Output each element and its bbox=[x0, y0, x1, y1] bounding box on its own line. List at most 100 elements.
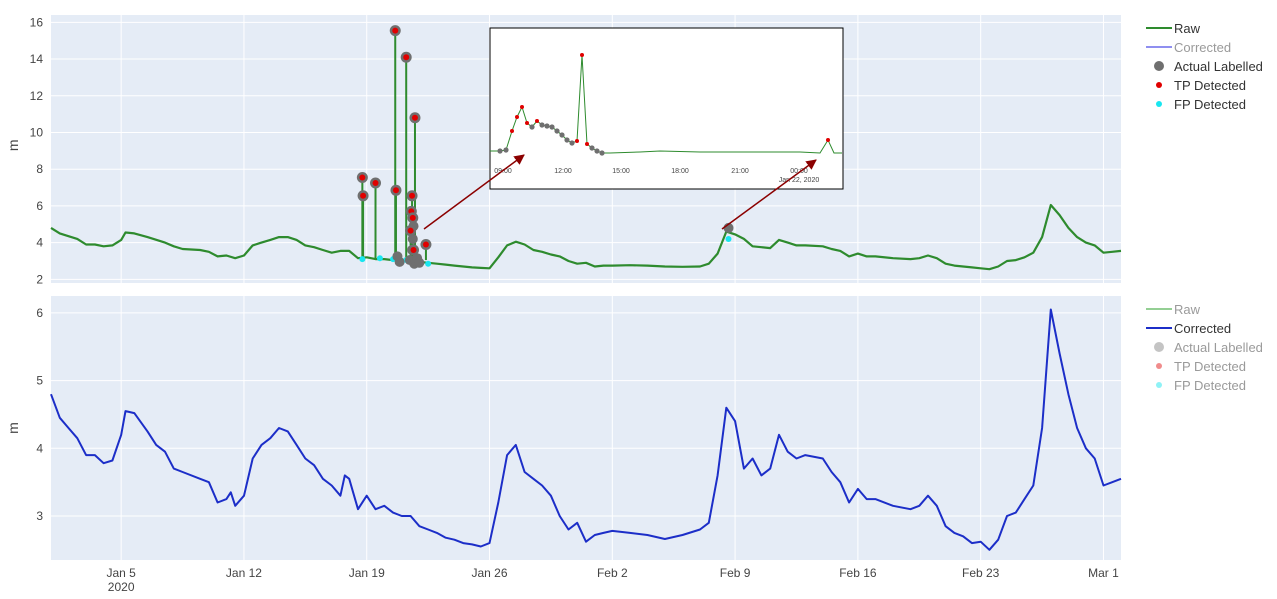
inset-actual-labelled-point bbox=[599, 150, 605, 156]
zoom-arrow-1 bbox=[423, 154, 525, 230]
top-y-axis-label: m bbox=[5, 139, 21, 151]
inset-zoom-panel: 09:00 12:00 15:00 18:00 21:00 00:00 Jan 22, 2… bbox=[489, 27, 844, 190]
y-tick-label: 6 bbox=[36, 199, 43, 213]
fp-detected-point bbox=[376, 255, 383, 262]
inset-tp-detected-point bbox=[580, 53, 584, 57]
y-tick-label: 5 bbox=[36, 374, 43, 388]
legend-dot-icon bbox=[1144, 338, 1174, 357]
legend-label: Raw bbox=[1174, 302, 1201, 317]
x-tick-label: Mar 1 bbox=[1088, 566, 1119, 580]
fp-detected-point bbox=[359, 256, 366, 263]
actual-labelled-point bbox=[414, 257, 425, 268]
inset-actual-labelled-point bbox=[529, 124, 535, 130]
legend-line-icon bbox=[1144, 38, 1174, 57]
legend-dot-icon bbox=[1144, 357, 1174, 376]
legend-item[interactable]: Raw bbox=[1144, 19, 1263, 38]
corrected-series-line bbox=[50, 308, 1122, 551]
tp-detected-point bbox=[360, 192, 367, 199]
inset-actual-labelled-point bbox=[594, 148, 600, 154]
actual-labelled-point bbox=[407, 233, 418, 244]
tp-detected-point bbox=[422, 241, 429, 248]
inset-x-tick-label: 09:00 bbox=[494, 168, 512, 175]
fp-detected-point bbox=[425, 260, 432, 267]
legend-item[interactable]: FP Detected bbox=[1144, 376, 1263, 395]
inset-actual-labelled-point bbox=[497, 148, 503, 154]
inset-x-tick-label: 12:00 bbox=[554, 168, 572, 175]
inset-tp-detected-point bbox=[826, 138, 830, 142]
inset-x-tick-labels: 09:00 12:00 15:00 18:00 21:00 00:00 bbox=[494, 168, 808, 175]
legend-label: Corrected bbox=[1174, 321, 1232, 336]
legend-dot-icon bbox=[1144, 76, 1174, 95]
tp-detected-point bbox=[411, 114, 418, 121]
x-tick-label: Feb 9 bbox=[720, 566, 751, 580]
legend-label: Raw bbox=[1174, 21, 1201, 36]
legend-label: FP Detected bbox=[1174, 378, 1247, 393]
legend-label: Corrected bbox=[1174, 40, 1232, 55]
inset-x-tick-label: 00:00 bbox=[790, 168, 808, 175]
legend-label: TP Detected bbox=[1174, 359, 1247, 374]
y-tick-label: 3 bbox=[36, 509, 43, 523]
legend-label: TP Detected bbox=[1174, 78, 1247, 93]
legend-dot-icon bbox=[1144, 376, 1174, 395]
zoom-arrows bbox=[423, 154, 817, 230]
inset-tp-detected-point bbox=[585, 142, 589, 146]
legend-item[interactable]: FP Detected bbox=[1144, 95, 1263, 114]
inset-x-tick-label: 18:00 bbox=[671, 168, 689, 175]
legend-label: Actual Labelled bbox=[1174, 340, 1263, 355]
tp-detected-point bbox=[372, 179, 379, 186]
x-year-label: 2020 bbox=[108, 580, 135, 594]
x-tick-label: Feb 16 bbox=[839, 566, 877, 580]
legend-item[interactable]: Corrected bbox=[1144, 38, 1263, 57]
y-tick-label: 16 bbox=[30, 15, 44, 29]
tp-detected-point bbox=[409, 192, 416, 199]
legend-item[interactable]: Actual Labelled bbox=[1144, 57, 1263, 76]
y-tick-label: 4 bbox=[36, 441, 43, 455]
legend-line-icon bbox=[1144, 19, 1174, 38]
y-tick-label: 8 bbox=[36, 162, 43, 176]
legend-line-icon bbox=[1144, 300, 1174, 319]
inset-tp-detected-point bbox=[520, 105, 524, 109]
tp-detected-point bbox=[410, 246, 417, 253]
zoom-arrow-2 bbox=[721, 159, 817, 230]
inset-tp-detected-point bbox=[525, 121, 529, 125]
legend-dot-icon bbox=[1144, 57, 1174, 76]
bottom-series bbox=[50, 308, 1122, 551]
y-tick-label: 12 bbox=[30, 89, 44, 103]
actual-labelled-point bbox=[394, 256, 405, 267]
legend-item[interactable]: TP Detected bbox=[1144, 76, 1263, 95]
x-tick-label: Jan 12 bbox=[226, 566, 262, 580]
inset-actual-labelled-point bbox=[539, 122, 545, 128]
bottom-legend: Raw Corrected Actual Labelled TP Detected FP… bbox=[1144, 300, 1263, 395]
tp-detected-point bbox=[403, 54, 410, 61]
legend-item[interactable]: Corrected bbox=[1144, 319, 1263, 338]
legend-item[interactable]: TP Detected bbox=[1144, 357, 1263, 376]
tp-detected-point bbox=[392, 187, 399, 194]
tp-detected-point bbox=[359, 174, 366, 181]
tp-detected-point bbox=[407, 227, 414, 234]
legend-item[interactable]: Actual Labelled bbox=[1144, 338, 1263, 357]
legend-label: FP Detected bbox=[1174, 97, 1247, 112]
bottom-y-tick-labels: 3 4 5 6 bbox=[36, 306, 43, 523]
x-tick-label: Jan 19 bbox=[349, 566, 385, 580]
x-tick-label: Feb 2 bbox=[597, 566, 628, 580]
inset-actual-labelled-point bbox=[589, 145, 595, 151]
legend-item[interactable]: Raw bbox=[1144, 300, 1263, 319]
inset-x-tick-label: 21:00 bbox=[731, 168, 749, 175]
legend-line-icon bbox=[1144, 319, 1174, 338]
x-tick-label: Jan 26 bbox=[472, 566, 508, 580]
inset-tp-detected-point bbox=[515, 115, 519, 119]
y-tick-label: 6 bbox=[36, 306, 43, 320]
inset-series bbox=[490, 53, 842, 156]
top-legend: Raw Corrected Actual Labelled TP Detected FP… bbox=[1144, 19, 1263, 114]
inset-tp-detected-point bbox=[535, 119, 539, 123]
y-tick-label: 14 bbox=[30, 52, 44, 66]
inset-actual-labelled-point bbox=[544, 123, 550, 129]
inset-actual-labelled-point bbox=[554, 128, 560, 134]
inset-date-label: Jan 22, 2020 bbox=[779, 177, 820, 184]
legend-label: Actual Labelled bbox=[1174, 59, 1263, 74]
inset-actual-labelled-point bbox=[559, 132, 565, 138]
x-tick-label: Feb 23 bbox=[962, 566, 1000, 580]
tp-detected-point bbox=[392, 27, 399, 34]
inset-raw-line bbox=[490, 54, 842, 154]
y-tick-label: 10 bbox=[30, 125, 44, 139]
